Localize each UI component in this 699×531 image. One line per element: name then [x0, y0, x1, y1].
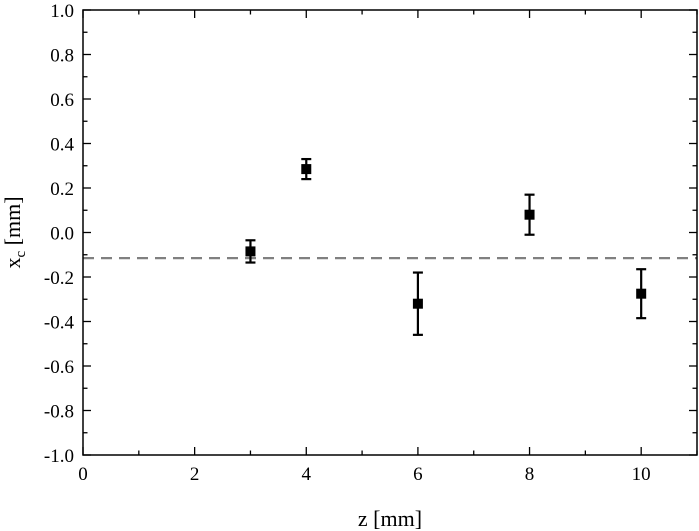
y-tick-label: -1.0 [44, 446, 74, 467]
square-marker [524, 209, 535, 220]
square-marker [301, 164, 312, 175]
y-tick-label: 0.6 [50, 90, 74, 111]
data-point [301, 157, 312, 181]
y-axis-label-subscript: c [13, 251, 29, 258]
y-tick-label: 0.4 [50, 135, 74, 156]
data-point [245, 239, 256, 264]
y-tick-label: -0.4 [44, 313, 75, 334]
y-axis-label-unit: [mm] [0, 196, 25, 250]
square-marker [636, 288, 647, 299]
y-tick-label: -0.6 [44, 357, 74, 378]
x-tick-label: 8 [525, 464, 535, 485]
x-tick-label: 6 [413, 464, 423, 485]
y-tick-label: 1.0 [50, 1, 74, 22]
x-axis-label: z [mm] [358, 506, 422, 531]
x-tick-label: 4 [302, 464, 312, 485]
y-tick-label: 0.8 [50, 46, 74, 67]
tick-labels: 0 2 4 6 8 10 -1.0 -0.8 -0.6 -0.4 -0.2 0.0 0.2 0.4 0.6 0… [44, 1, 651, 485]
y-tick-label: -0.2 [44, 268, 74, 289]
y-tick-label: -0.8 [44, 402, 74, 423]
square-marker [245, 246, 256, 257]
plot-frame [82, 9, 698, 456]
square-marker [412, 298, 423, 309]
data-point [524, 193, 535, 236]
y-tick-label: 0.0 [50, 224, 74, 245]
y-axis-label: xc [mm] [0, 196, 29, 268]
y-tick-label: 0.2 [50, 179, 74, 200]
x-tick-label: 0 [78, 464, 88, 485]
data-point [636, 268, 647, 320]
data-points-layer [245, 157, 647, 336]
x-tick-label: 10 [632, 464, 651, 485]
x-tick-label: 2 [190, 464, 200, 485]
y-axis-label-main: x [0, 258, 25, 269]
axis-ticks [82, 9, 698, 456]
data-point [412, 271, 423, 336]
